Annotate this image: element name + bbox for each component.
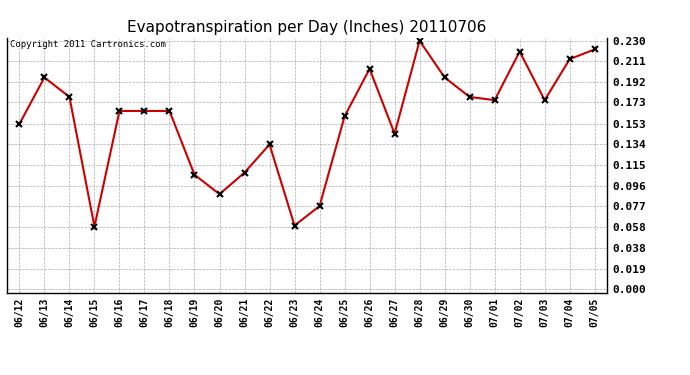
Title: Evapotranspiration per Day (Inches) 20110706: Evapotranspiration per Day (Inches) 2011… (128, 20, 486, 35)
Text: Copyright 2011 Cartronics.com: Copyright 2011 Cartronics.com (10, 40, 166, 49)
